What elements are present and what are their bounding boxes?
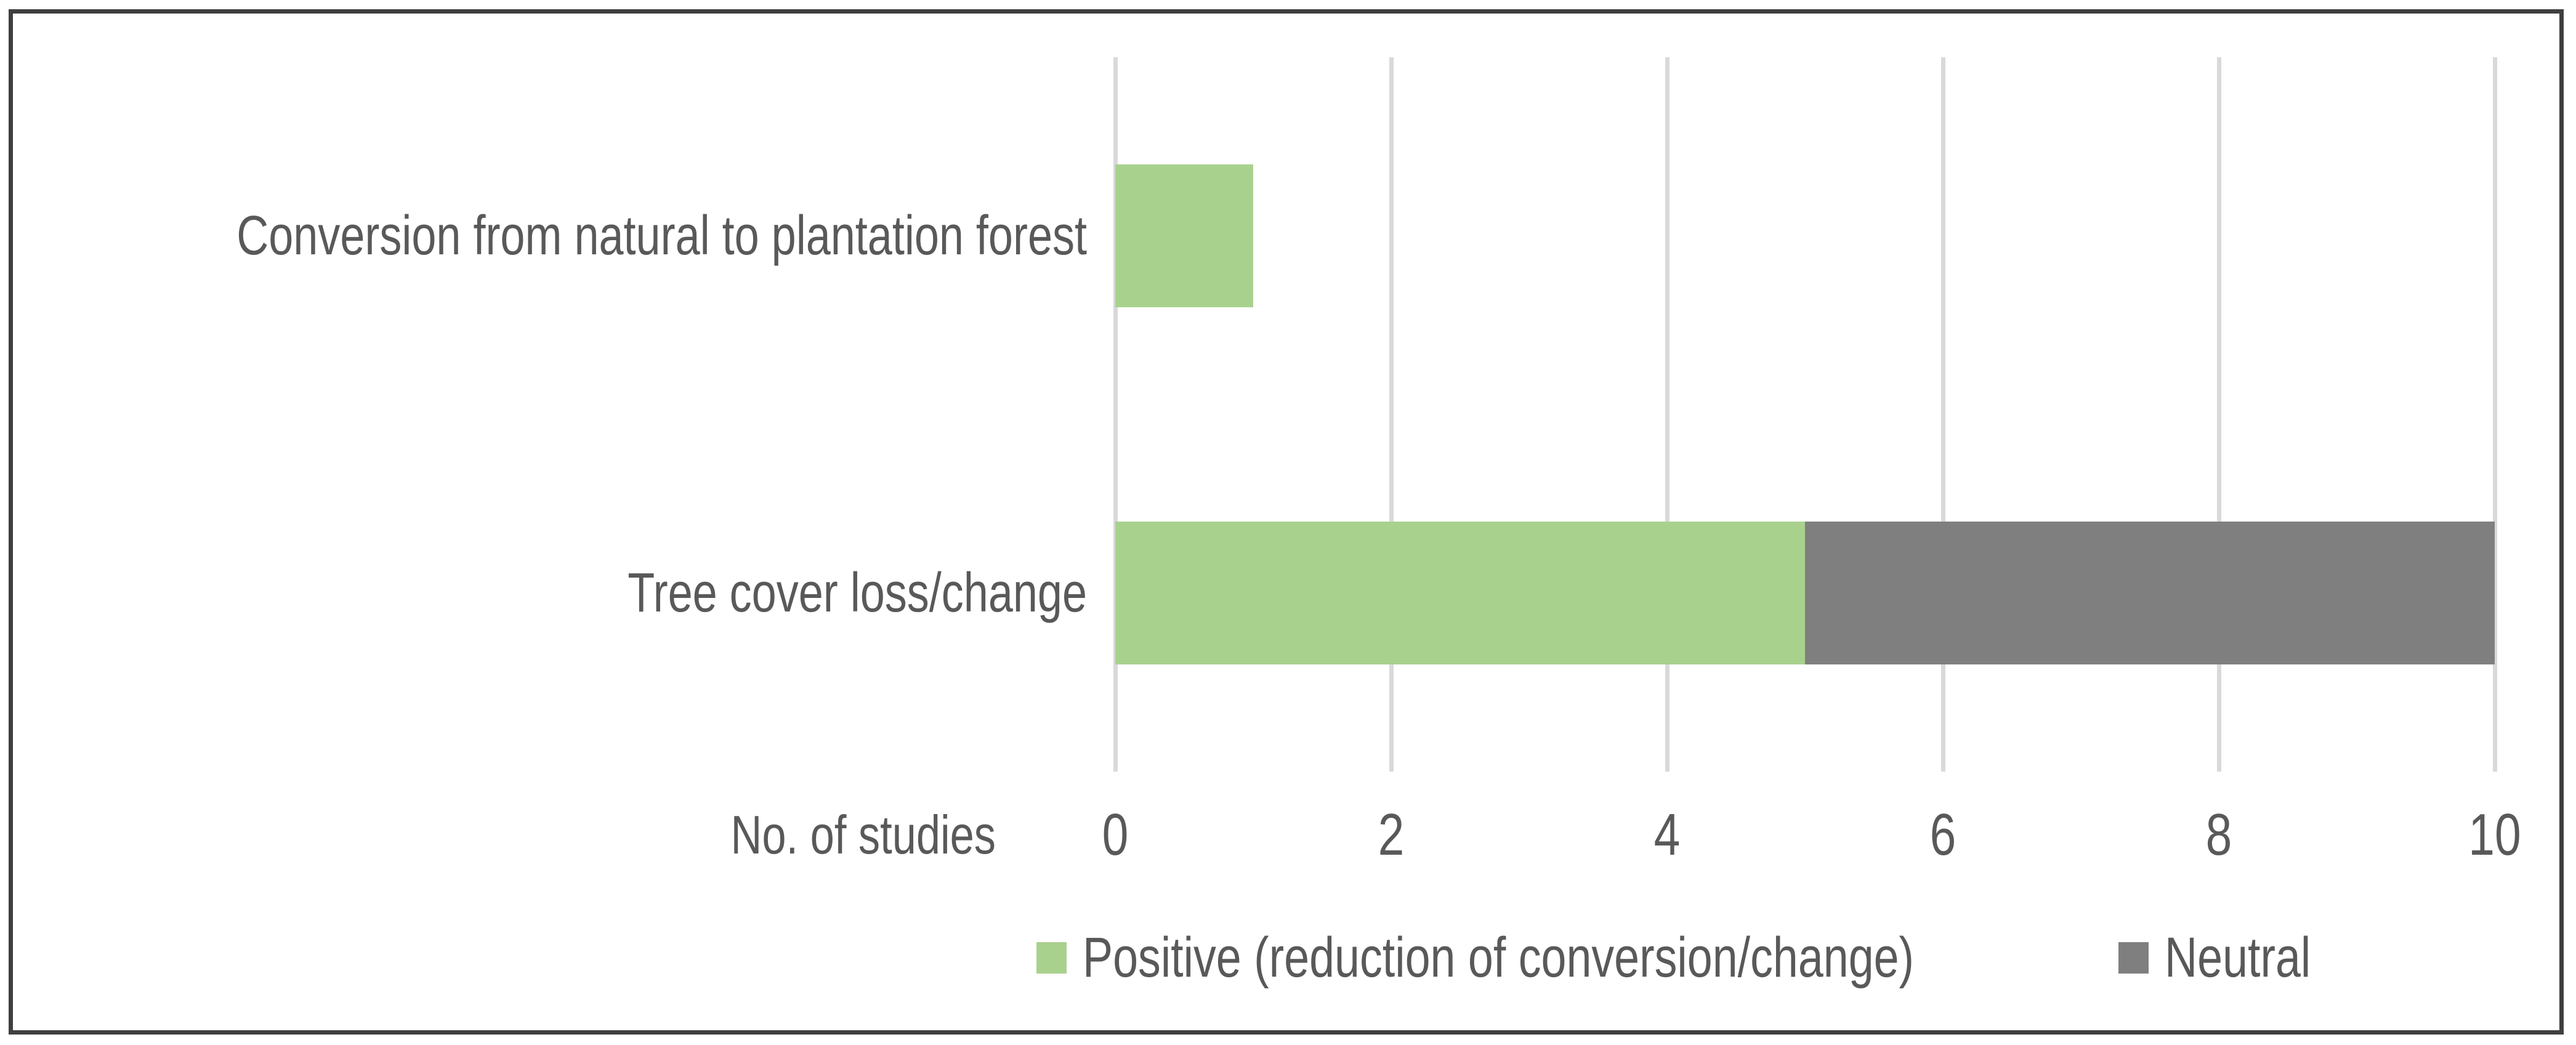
legend-swatch (1036, 942, 1067, 974)
bar-segment (1115, 522, 1805, 664)
category-label: Tree cover loss/change (628, 562, 1087, 624)
gridline (2492, 57, 2497, 772)
legend-item: Neutral (2118, 926, 2348, 989)
bar-segment (1805, 522, 2495, 664)
legend-swatch (2118, 942, 2149, 974)
x-tick-label: 2 (1378, 802, 1405, 868)
gridline (1389, 57, 1394, 772)
x-tick-label: 10 (2468, 802, 2521, 868)
legend-item: Positive (reduction of conversion/change… (1036, 926, 2122, 989)
legend-label: Neutral (2165, 926, 2311, 989)
category-label: Conversion from natural to plantation fo… (236, 205, 1087, 267)
x-tick-label: 8 (2205, 802, 2232, 868)
x-tick-label: 4 (1653, 802, 1681, 868)
gridline (1113, 57, 1118, 772)
bar-segment (1115, 164, 1253, 307)
gridline (1665, 57, 1670, 772)
x-axis-title: No. of studies (730, 804, 996, 865)
x-tick-label: 0 (1102, 802, 1129, 868)
legend-label: Positive (reduction of conversion/change… (1083, 926, 1915, 989)
gridline (1940, 57, 1945, 772)
x-tick-label: 6 (1929, 802, 1956, 868)
gridline (2216, 57, 2221, 772)
